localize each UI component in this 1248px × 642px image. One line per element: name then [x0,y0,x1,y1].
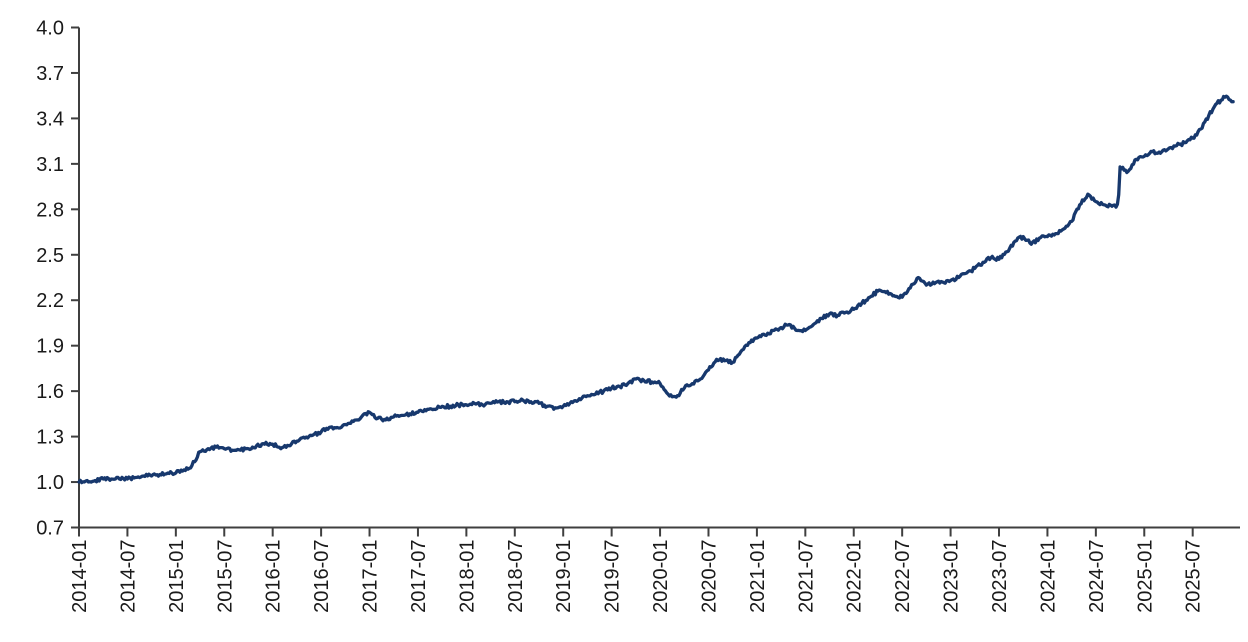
y-tick-label: 4.0 [36,18,64,40]
x-tick-label: 2017-07 [408,540,430,613]
data-line-cumulative-index [77,94,1235,485]
x-tick-label: 2020-07 [698,540,720,613]
x-tick-label: 2016-07 [311,540,333,613]
y-tick-label: 3.4 [36,108,64,130]
y-tick-label: 2.8 [36,199,64,221]
y-tick-label: 2.2 [36,290,64,312]
x-tick-label: 2019-01 [553,540,575,613]
x-tick-label: 2019-07 [602,540,624,613]
x-tick-label: 2014-01 [69,540,91,613]
x-tick-label: 2023-07 [989,540,1011,613]
y-tick-label: 3.7 [36,63,64,85]
x-tick-label: 2018-07 [505,540,527,613]
y-tick-label: 3.1 [36,154,64,176]
x-tick-label: 2020-01 [650,540,672,613]
x-tick-label: 2018-01 [456,540,478,613]
y-tick-label: 1.9 [36,336,64,358]
x-tick-label: 2016-01 [263,540,285,613]
y-tick-label: 1.3 [36,427,64,449]
y-tick-label: 1.0 [36,472,64,494]
y-tick-label: 2.5 [36,245,64,267]
x-tick-label: 2025-07 [1183,540,1205,613]
x-tick-label: 2017-01 [360,540,382,613]
y-tick-label: 0.7 [36,518,64,540]
x-tick-label: 2023-01 [941,540,963,613]
x-tick-label: 2022-07 [892,540,914,613]
y-tick-label: 1.6 [36,381,64,403]
x-tick-label: 2015-07 [214,540,236,613]
x-tick-label: 2021-01 [747,540,769,613]
x-tick-label: 2024-07 [1086,540,1108,613]
x-tick-label: 2021-07 [795,540,817,613]
x-tick-label: 2025-01 [1134,540,1156,613]
x-tick-label: 2022-01 [844,540,866,613]
x-tick-label: 2014-07 [117,540,139,613]
x-tick-label: 2015-01 [166,540,188,613]
x-tick-label: 2024-01 [1037,540,1059,613]
